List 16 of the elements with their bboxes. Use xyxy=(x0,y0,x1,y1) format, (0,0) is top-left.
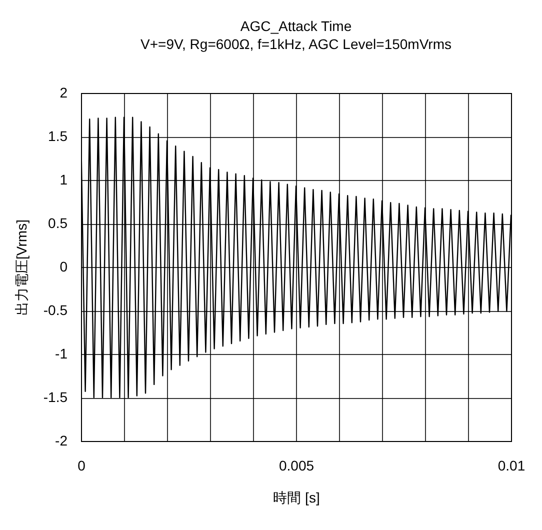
x-axis-title: 時間 [s] xyxy=(273,490,320,506)
y-tick-label: -1.5 xyxy=(43,389,68,405)
x-tick-label: 0 xyxy=(78,458,86,474)
chart-title: AGC_Attack Time xyxy=(240,18,352,34)
y-axis-title: 出力電圧[Vrms] xyxy=(13,220,30,316)
y-tick-label: -1 xyxy=(55,346,68,362)
y-tick-label: 2 xyxy=(60,84,68,100)
y-tick-label: -0.5 xyxy=(43,302,68,318)
y-tick-label: -2 xyxy=(55,432,68,448)
x-tick-label: 0.01 xyxy=(498,458,526,474)
y-tick-label: 1 xyxy=(60,172,68,188)
y-tick-label: 0.5 xyxy=(48,215,68,231)
x-tick-label: 0.005 xyxy=(278,458,314,474)
y-tick-label: 1.5 xyxy=(48,128,68,144)
y-tick-label: 0 xyxy=(60,258,68,274)
chart-subtitle: V+=9V, Rg=600Ω, f=1kHz, AGC Level=150mVrms xyxy=(140,36,452,52)
